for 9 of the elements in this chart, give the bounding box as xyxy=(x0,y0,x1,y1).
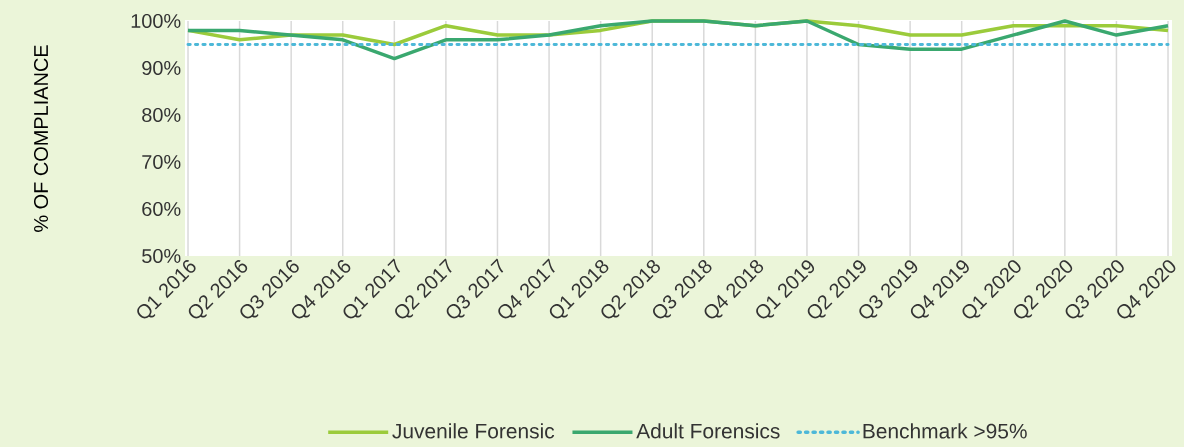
y-tick-label: 70% xyxy=(142,154,181,170)
legend-label: Adult Forensics xyxy=(636,423,780,439)
y-axis-title: % OF COMPLIANCE xyxy=(33,45,49,232)
y-tick-label: 80% xyxy=(142,107,181,123)
legend-label: Benchmark >95% xyxy=(863,423,1027,439)
y-tick-label: 100% xyxy=(131,13,181,29)
y-tick-label: 90% xyxy=(142,60,181,76)
y-tick-label: 60% xyxy=(142,201,181,217)
legend-label: Juvenile Forensic xyxy=(392,423,555,439)
